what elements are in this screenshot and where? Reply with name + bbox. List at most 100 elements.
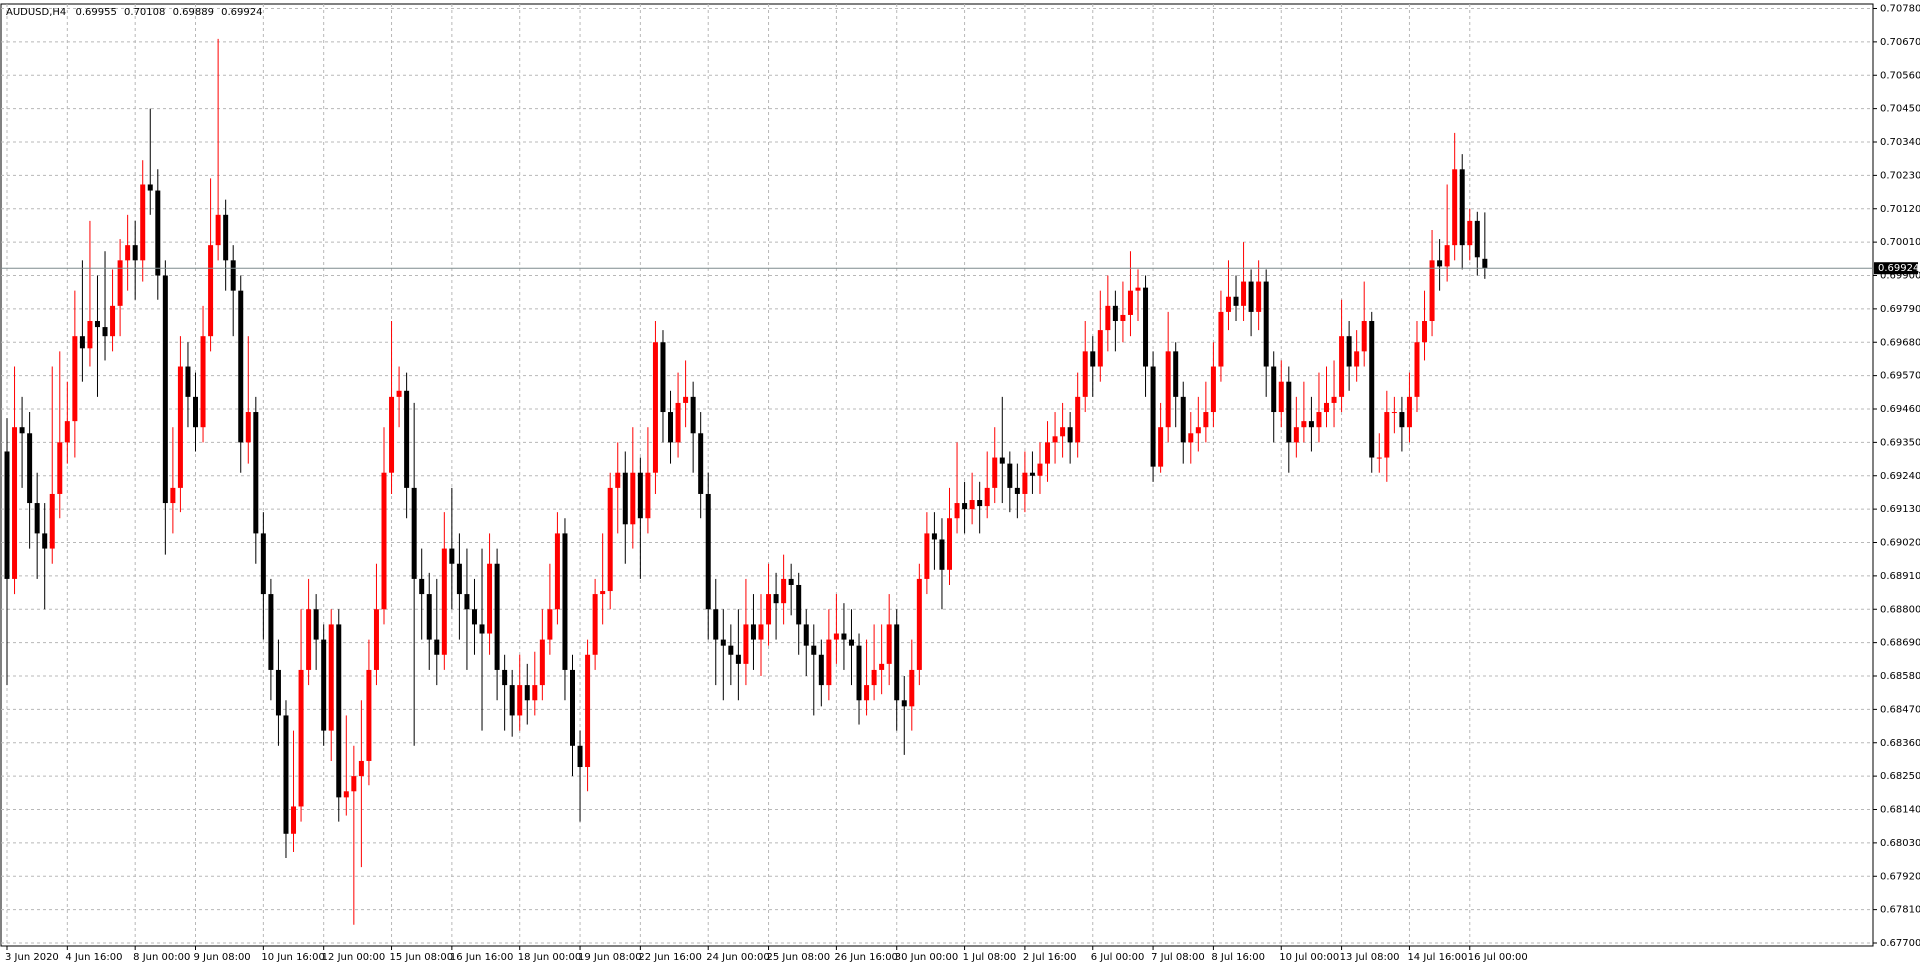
candle-body	[1082, 351, 1088, 397]
y-tick-label: 0.68470	[1880, 704, 1920, 715]
candle-body	[735, 654, 741, 664]
candle-body	[110, 305, 116, 337]
candle-body	[547, 609, 553, 640]
candle-body	[1067, 427, 1073, 443]
candle-body	[1474, 220, 1480, 258]
symbol: AUDUSD,H4	[6, 7, 66, 18]
candle-body	[336, 624, 342, 798]
y-tick-label: 0.69790	[1880, 304, 1920, 315]
candle-body	[373, 609, 379, 670]
candle-body	[253, 412, 259, 534]
candle-body	[238, 290, 244, 443]
candle-body	[449, 548, 455, 564]
candle-body	[1399, 412, 1405, 428]
x-tick-label: 2 Jul 16:00	[1023, 952, 1077, 963]
candle-body	[1105, 305, 1111, 331]
candle-body	[389, 396, 395, 473]
candle-body	[1437, 260, 1443, 267]
candle-body	[19, 427, 25, 434]
y-tick-label: 0.68030	[1880, 838, 1920, 849]
candle-body	[585, 654, 591, 768]
candle-body	[562, 533, 568, 670]
candle-body	[615, 472, 621, 488]
candle-body	[72, 336, 78, 422]
candle-body	[698, 433, 704, 494]
candle-body	[479, 624, 485, 634]
candle-body	[313, 609, 319, 640]
x-tick-label: 3 Jun 2020	[5, 952, 59, 963]
candle-body	[607, 487, 613, 592]
candle-body	[1459, 169, 1465, 246]
candle-body	[1045, 442, 1051, 464]
y-tick-label: 0.69900	[1880, 271, 1920, 282]
candle-body	[683, 396, 689, 403]
candle-body	[471, 609, 477, 625]
y-tick-label: 0.69130	[1880, 504, 1920, 515]
candle-body	[223, 214, 229, 261]
x-tick-label: 1 Jul 08:00	[963, 952, 1017, 963]
candle-body	[1339, 336, 1345, 397]
candle-body	[1029, 472, 1035, 476]
candle-body	[705, 493, 711, 610]
candle-body	[879, 663, 885, 670]
candle-body	[652, 342, 658, 473]
chart-header: AUDUSD,H4 0.69955 0.70108 0.69889 0.6992…	[6, 7, 262, 18]
candle-body	[848, 639, 854, 646]
candle-body	[411, 487, 417, 579]
candle-body	[690, 396, 696, 434]
x-tick-label: 13 Jul 08:00	[1340, 952, 1400, 963]
candle-body	[758, 624, 764, 640]
y-tick-label: 0.70340	[1880, 137, 1920, 148]
candle-body	[916, 578, 922, 670]
x-tick-label: 6 Jul 00:00	[1091, 952, 1145, 963]
candle-body	[630, 472, 636, 525]
candle-body	[147, 184, 153, 191]
candle-body	[351, 776, 357, 792]
last-price-label: 0.69924	[1878, 263, 1919, 274]
candle-body	[1414, 342, 1420, 397]
candle-body	[1346, 336, 1352, 367]
candle-body	[396, 390, 402, 397]
y-tick-label: 0.69460	[1880, 404, 1920, 415]
candle-body	[1263, 281, 1269, 367]
candle-body	[924, 533, 930, 579]
x-tick-label: 16 Jun 16:00	[450, 952, 514, 963]
candle-body	[230, 260, 236, 291]
y-tick-label: 0.68580	[1880, 671, 1920, 682]
y-tick-label: 0.70560	[1880, 70, 1920, 81]
candle-body	[1331, 396, 1337, 403]
candle-body	[381, 472, 387, 610]
candle-body	[1165, 351, 1171, 428]
x-tick-label: 8 Jul 16:00	[1211, 952, 1265, 963]
candle-body	[1444, 245, 1450, 267]
y-tick-label: 0.67700	[1880, 938, 1920, 949]
candle-body	[600, 591, 606, 595]
candle-body	[404, 390, 410, 488]
x-tick-label: 15 Jun 08:00	[390, 952, 454, 963]
candle-body	[539, 639, 545, 686]
candle-body	[27, 433, 33, 504]
y-tick-label: 0.68800	[1880, 604, 1920, 615]
candle-body	[275, 669, 281, 716]
x-tick-label: 22 Jun 16:00	[638, 952, 702, 963]
candle-body	[49, 493, 55, 549]
candle-body	[140, 184, 146, 261]
candle-body	[419, 578, 425, 595]
candle-body	[818, 654, 824, 686]
candle-body	[1384, 412, 1390, 458]
candle-body	[132, 245, 138, 261]
candle-body	[1301, 421, 1307, 428]
candle-body	[456, 563, 462, 595]
candle-body	[1127, 290, 1133, 315]
candle-body	[766, 594, 772, 625]
candle-body	[102, 327, 108, 337]
candle-body	[1210, 366, 1216, 413]
candle-body	[1014, 487, 1020, 494]
candle-body	[1422, 321, 1428, 343]
candle-body	[1324, 402, 1329, 413]
plot-frame	[0, 3, 1874, 947]
y-tick-label: 0.67810	[1880, 905, 1920, 916]
x-tick-label: 8 Jun 00:00	[133, 952, 190, 963]
candle-body	[856, 645, 862, 701]
